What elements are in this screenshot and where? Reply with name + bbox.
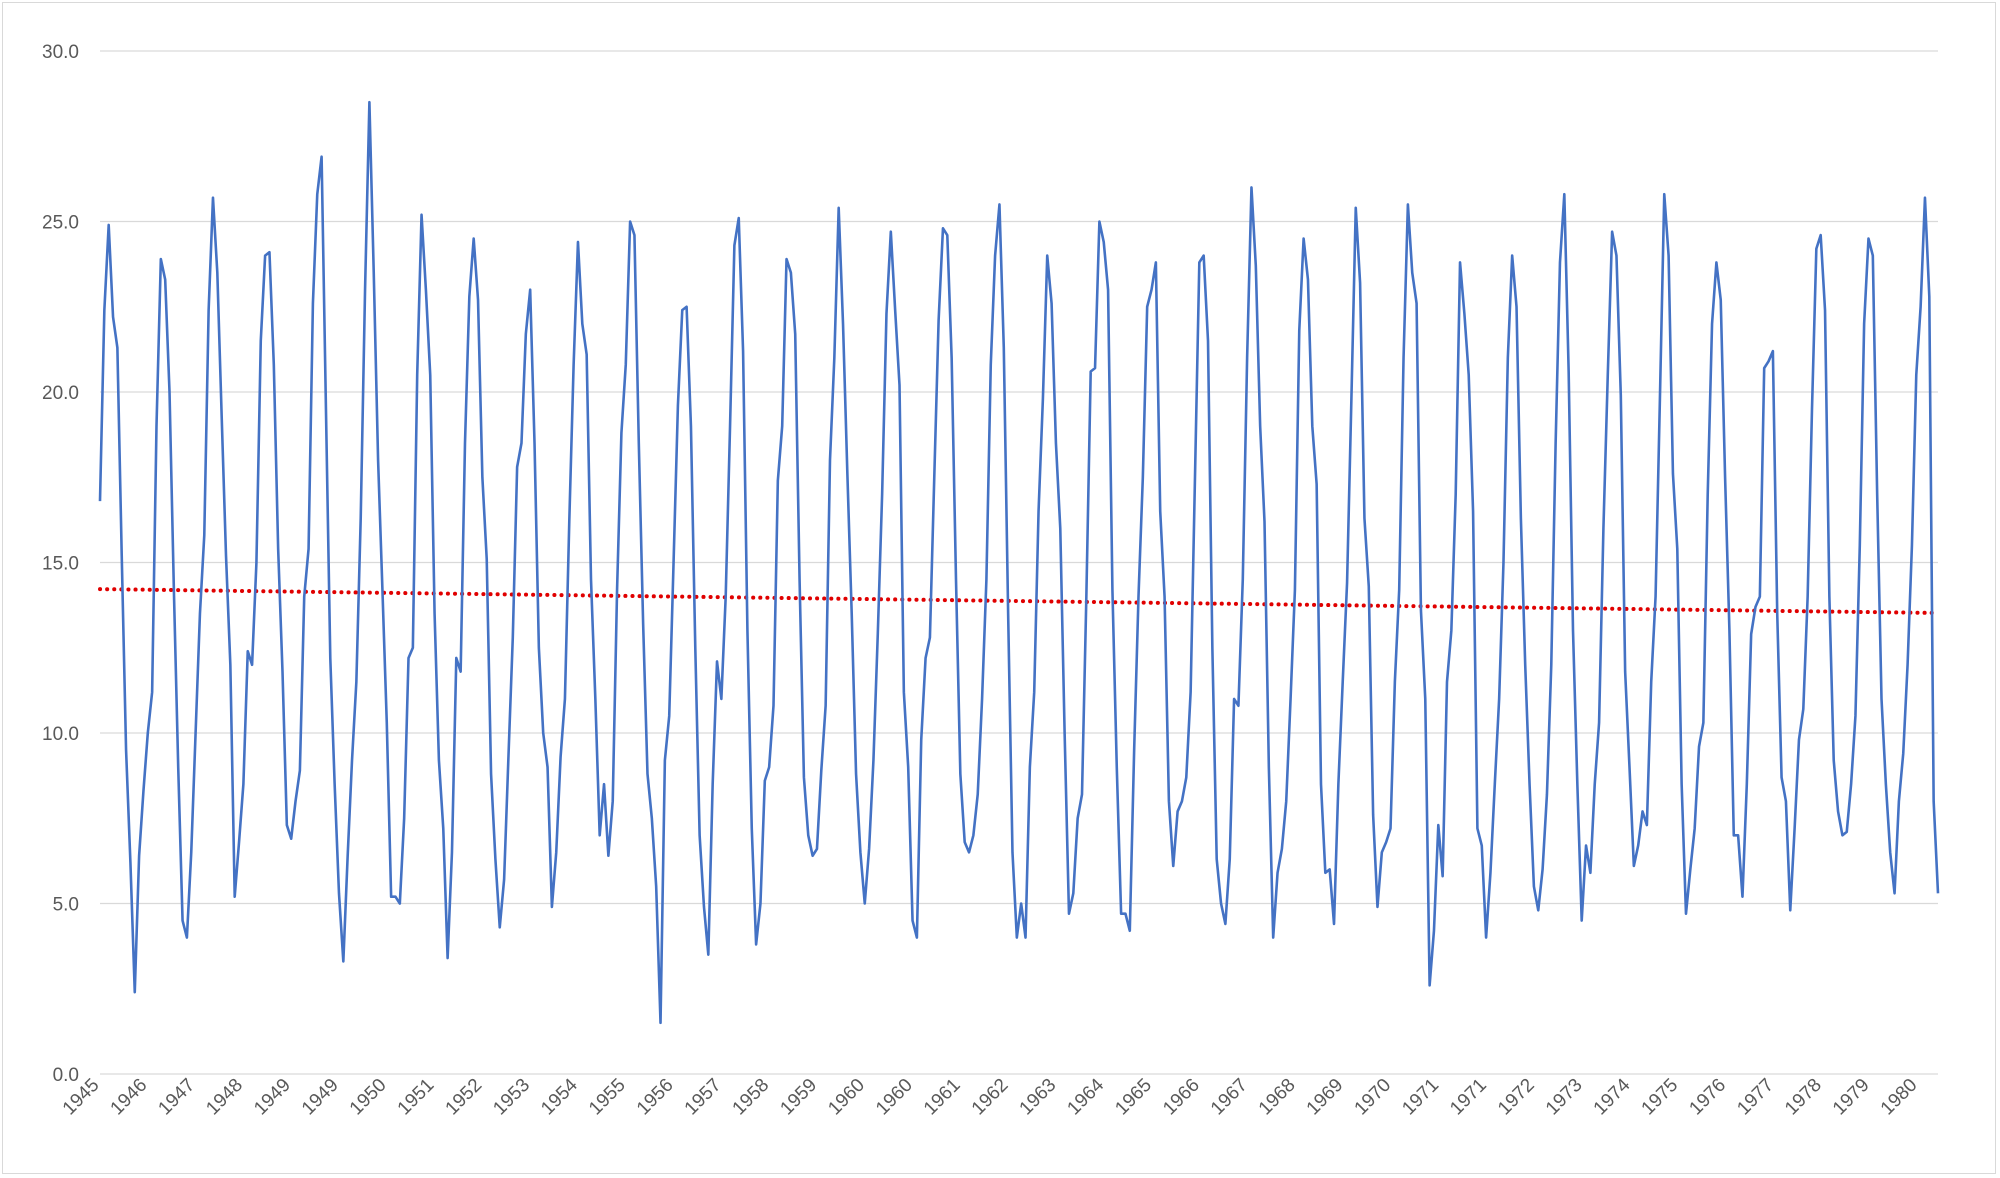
y-tick-label: 15.0 — [42, 554, 79, 575]
x-tick-label: 1970 — [1351, 1075, 1396, 1120]
x-tick-label: 1946 — [107, 1075, 152, 1120]
x-tick-label: 1967 — [1207, 1075, 1252, 1120]
x-tick-label: 1972 — [1494, 1075, 1539, 1120]
y-tick-label: 30.0 — [42, 42, 79, 63]
x-tick-label: 1966 — [1159, 1075, 1204, 1120]
x-tick-label: 1950 — [346, 1075, 391, 1120]
x-tick-label: 1951 — [394, 1075, 439, 1120]
x-tick-label: 1980 — [1877, 1075, 1922, 1120]
x-tick-label: 1959 — [776, 1075, 821, 1120]
series-line — [98, 100, 1940, 1025]
x-tick-label: 1949 — [298, 1075, 343, 1120]
x-tick-label: 1960 — [824, 1075, 869, 1120]
x-tick-label: 1971 — [1398, 1075, 1443, 1120]
x-tick-label: 1949 — [250, 1075, 295, 1120]
x-axis-ticks: 1945 1946 1947 1948 1949 1949 1950 1951 1952 1953… — [59, 1074, 1922, 1119]
x-tick-label: 1964 — [1063, 1074, 1108, 1119]
x-tick-label: 1974 — [1590, 1074, 1635, 1119]
x-tick-label: 1976 — [1685, 1075, 1730, 1120]
trendline — [98, 587, 1940, 615]
x-tick-label: 1947 — [154, 1075, 199, 1120]
x-tick-label: 1960 — [872, 1075, 917, 1120]
x-tick-label: 1979 — [1829, 1075, 1874, 1120]
x-tick-label: 1953 — [489, 1075, 534, 1120]
x-tick-label: 1952 — [442, 1075, 487, 1120]
x-tick-label: 1963 — [1016, 1075, 1061, 1120]
x-tick-label: 1948 — [202, 1075, 247, 1120]
x-tick-label: 1971 — [1446, 1075, 1491, 1120]
y-tick-label: 25.0 — [42, 213, 79, 234]
y-tick-label: 0.0 — [53, 1065, 79, 1086]
x-tick-label: 1957 — [681, 1075, 726, 1120]
x-tick-label: 1973 — [1542, 1075, 1587, 1120]
gridlines — [100, 50, 1938, 1075]
y-tick-label: 5.0 — [53, 895, 79, 916]
x-tick-label: 1956 — [633, 1075, 678, 1120]
x-tick-label: 1978 — [1781, 1075, 1826, 1120]
x-tick-label: 1968 — [1255, 1075, 1300, 1120]
x-tick-label: 1962 — [968, 1075, 1013, 1120]
x-tick-label: 1958 — [729, 1075, 774, 1120]
x-tick-label: 1969 — [1303, 1075, 1348, 1120]
x-tick-label: 1977 — [1733, 1075, 1778, 1120]
x-tick-label: 1961 — [920, 1075, 965, 1120]
y-tick-label: 10.0 — [42, 724, 79, 745]
x-tick-label: 1955 — [585, 1075, 630, 1120]
y-axis-ticks: 0.0 5.0 10.0 15.0 20.0 25.0 30.0 — [42, 42, 79, 1086]
y-tick-label: 20.0 — [42, 383, 79, 404]
x-tick-label: 1965 — [1111, 1075, 1156, 1120]
x-tick-label: 1975 — [1638, 1075, 1683, 1120]
x-tick-label: 1954 — [537, 1074, 582, 1119]
